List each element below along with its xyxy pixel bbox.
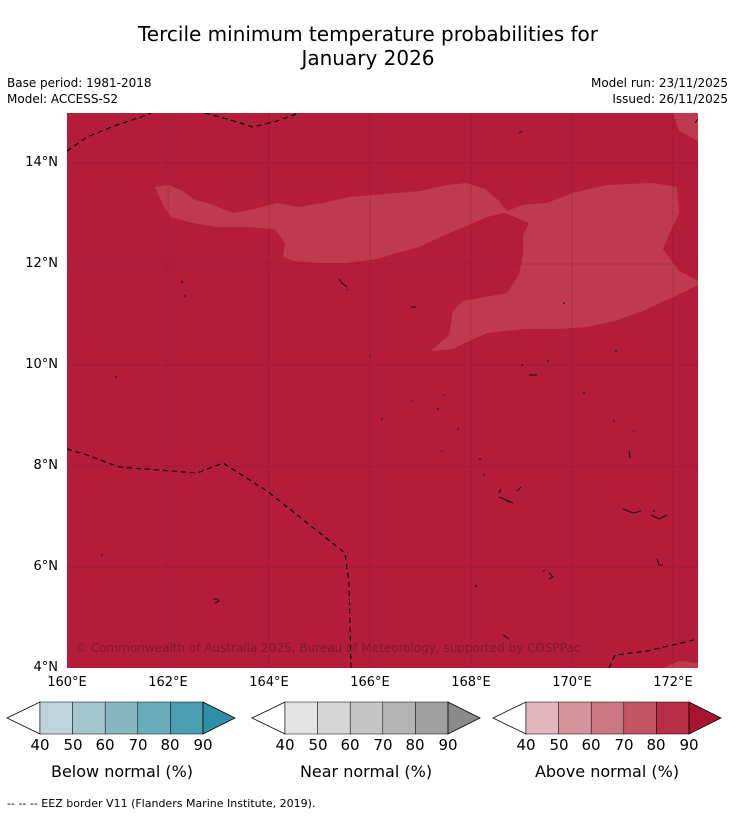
colorbar-swatch [623, 701, 657, 735]
below-normal-title: Below normal (%) [50, 762, 194, 781]
eez-borders [67, 113, 698, 668]
colorbar-tick-label: 70 [128, 736, 148, 754]
meta-left: Base period: 1981-2018 Model: ACCESS-S2 [7, 75, 152, 107]
colorbar-under-triangle [492, 701, 527, 735]
near-normal-title: Near normal (%) [299, 762, 433, 781]
colorbar-under-triangle [6, 701, 41, 735]
eez-border-west [67, 448, 352, 668]
gridlines [67, 113, 698, 668]
colorbar-tick-label: 50 [549, 736, 569, 754]
colorbar-over-triangle [447, 701, 481, 735]
eez-footnote: -- -- -- EEZ border V11 (Flanders Marine… [7, 797, 316, 810]
lon-label: 170°E [552, 675, 592, 690]
colorbar-tick-label: 60 [340, 736, 360, 754]
above-normal-colorbar [492, 701, 722, 735]
colorbar-swatch [525, 701, 559, 735]
colorbar-swatch [317, 701, 351, 735]
above-normal-70-80-corner [673, 113, 698, 141]
eez-border-southeast [608, 638, 698, 668]
lat-label: 8°N [33, 458, 59, 473]
colorbar-tick-label: 70 [614, 736, 634, 754]
colorbar-tick-label: 90 [438, 736, 458, 754]
colorbar-tick-label: 90 [679, 736, 699, 754]
model-run: Model run: 23/11/2025 [590, 76, 728, 90]
colorbar-swatch [415, 701, 449, 735]
base-period: Base period: 1981-2018 [7, 76, 152, 90]
colorbar-tick-label: 40 [516, 736, 536, 754]
lon-label: 168°E [451, 675, 491, 690]
colorbar-tick-label: 90 [193, 736, 213, 754]
colorbar-tick-label: 40 [30, 736, 50, 754]
colorbar-swatch [72, 701, 106, 735]
copyright-notice: © Commonwealth of Australia 2025, Bureau… [75, 641, 581, 655]
colorbar-swatch [170, 701, 204, 735]
colorbar-swatch [137, 701, 171, 735]
above-normal-title: Above normal (%) [534, 762, 680, 781]
colorbar-tick-label: 60 [581, 736, 601, 754]
islands [101, 118, 698, 640]
near-normal-colorbar [251, 701, 481, 735]
colorbar-swatch [656, 701, 690, 735]
lat-label: 10°N [25, 357, 58, 372]
colorbar-swatch [590, 701, 625, 735]
colorbar-under-triangle [251, 701, 286, 735]
eez-border-north-2 [204, 113, 300, 128]
lon-label: 166°E [350, 675, 390, 690]
map-title: Tercile minimum temperature probabilitie… [0, 22, 736, 70]
title-line-1: Tercile minimum temperature probabilitie… [137, 22, 599, 46]
colorbar-swatch [382, 701, 416, 735]
colorbar-swatch [558, 701, 592, 735]
issued-date: Issued: 26/11/2025 [612, 92, 728, 106]
eez-border-north [67, 113, 152, 152]
meta-right: Model run: 23/11/2025 Issued: 26/11/2025 [591, 75, 728, 107]
colorbar-tick-label: 70 [373, 736, 393, 754]
above-normal-70-80-region [155, 183, 698, 351]
lon-label: 160°E [47, 675, 87, 690]
colorbar-tick-label: 80 [405, 736, 425, 754]
colorbar-tick-label: 80 [160, 736, 180, 754]
colorbar-tick-label: 40 [275, 736, 295, 754]
colorbar-tick-label: 50 [308, 736, 328, 754]
lon-label: 162°E [148, 675, 188, 690]
lat-label: 12°N [25, 256, 58, 271]
lon-label: 172°E [653, 675, 693, 690]
colorbar-tick-label: 50 [63, 736, 83, 754]
colorbar-over-triangle [688, 701, 722, 735]
colorbar-tick-label: 80 [646, 736, 666, 754]
colorbar-swatch [104, 701, 139, 735]
lat-label: 14°N [25, 155, 58, 170]
lat-label: 4°N [33, 660, 59, 675]
colorbar-tick-label: 60 [95, 736, 115, 754]
colorbar-swatch [349, 701, 384, 735]
below-normal-colorbar [6, 701, 236, 735]
colorbar-swatch [284, 701, 318, 735]
model-name: Model: ACCESS-S2 [7, 92, 119, 106]
lat-label: 6°N [33, 559, 59, 574]
probability-map [67, 113, 698, 668]
above-normal-70-80-se [663, 661, 698, 668]
title-line-2: January 2026 [301, 46, 435, 70]
colorbar-over-triangle [202, 701, 236, 735]
colorbar-swatch [39, 701, 73, 735]
lon-label: 164°E [249, 675, 289, 690]
